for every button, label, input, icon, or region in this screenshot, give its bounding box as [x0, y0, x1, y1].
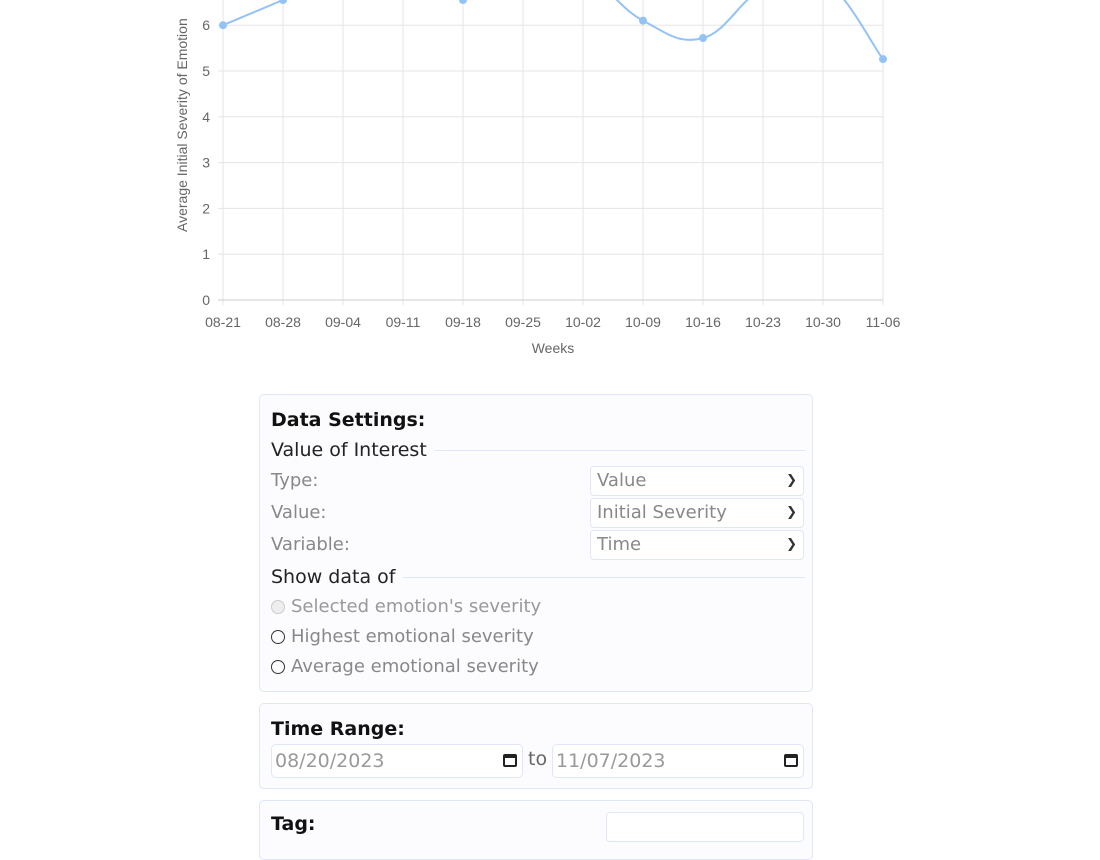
radio-icon [271, 659, 285, 674]
x-tick-label: 11-06 [866, 314, 901, 330]
y-tick-label: 1 [202, 246, 210, 262]
type-select[interactable]: Value ❯ [590, 466, 804, 496]
y-tick-label: 0 [202, 292, 210, 308]
data-settings-panel: Data Settings: Value of Interest Type: V… [259, 394, 813, 692]
x-tick-label: 09-25 [505, 314, 541, 330]
radio-icon [271, 599, 285, 614]
radio-selected-emotion[interactable]: Selected emotion's severity [271, 596, 541, 617]
y-tick-label: 5 [202, 63, 210, 79]
data-point[interactable] [699, 34, 707, 43]
value-select[interactable]: Initial Severity ❯ [590, 498, 804, 528]
tag-panel: Tag: [259, 800, 813, 860]
x-tick-label: 10-09 [625, 314, 661, 330]
data-point[interactable] [459, 0, 467, 5]
x-tick-label: 10-02 [565, 314, 601, 330]
value-value: Initial Severity [597, 502, 727, 523]
x-tick-label: 10-23 [745, 314, 781, 330]
legend-text: Value of Interest [271, 439, 427, 461]
x-tick-label: 08-28 [265, 314, 301, 330]
y-axis-label: Average Initial Severity of Emotion [174, 18, 190, 232]
variable-label: Variable: [271, 534, 350, 555]
x-tick-label: 09-04 [325, 314, 361, 330]
tag-title: Tag: [271, 813, 316, 835]
variable-value: Time [597, 534, 642, 555]
to-date-input[interactable]: 11/07/2023 [552, 744, 804, 778]
time-range-panel: Time Range: 08/20/2023 to 11/07/2023 [259, 703, 813, 789]
data-point[interactable] [639, 16, 647, 25]
x-tick-label: 10-30 [805, 314, 841, 330]
radio-label: Highest emotional severity [291, 626, 534, 647]
from-date-value: 08/20/2023 [275, 750, 385, 772]
type-label: Type: [271, 470, 319, 491]
chevron-down-icon: ❯ [786, 473, 797, 488]
to-date-value: 11/07/2023 [556, 750, 666, 772]
radio-label: Selected emotion's severity [291, 596, 542, 617]
data-point[interactable] [879, 55, 887, 64]
data-point[interactable] [279, 0, 287, 5]
value-label: Value: [271, 502, 327, 523]
radio-icon [271, 629, 285, 644]
legend-text: Show data of [271, 566, 396, 588]
to-label: to [528, 748, 548, 770]
chevron-down-icon: ❯ [786, 505, 797, 520]
radio-average-severity[interactable]: Average emotional severity [271, 656, 539, 677]
x-tick-label: 10-16 [685, 314, 721, 330]
value-of-interest-legend: Value of Interest [271, 439, 805, 461]
from-date-input[interactable]: 08/20/2023 [271, 744, 523, 778]
line-chart: 08-21 08-28 09-04 09-11 09-18 09-25 10-02 10-09… [174, 0, 901, 356]
y-tick-label: 4 [202, 109, 210, 125]
series-line [222, 0, 284, 27]
time-range-title: Time Range: [271, 718, 405, 740]
y-tick-label: 6 [202, 17, 210, 33]
calendar-icon[interactable] [503, 754, 517, 767]
data-point[interactable] [219, 21, 227, 30]
radio-label: Average emotional severity [291, 656, 539, 677]
y-tick-label: 2 [202, 200, 210, 216]
show-data-of-legend: Show data of [271, 566, 805, 588]
series-line [462, 0, 884, 60]
calendar-icon[interactable] [784, 754, 798, 767]
type-value: Value [597, 470, 647, 491]
x-tick-label: 08-21 [205, 314, 241, 330]
x-axis-label: Weeks [532, 340, 575, 356]
tag-select[interactable] [606, 812, 804, 842]
radio-highest-severity[interactable]: Highest emotional severity [271, 626, 534, 647]
variable-select[interactable]: Time ❯ [590, 530, 804, 560]
x-tick-label: 09-11 [386, 314, 421, 330]
y-tick-label: 3 [202, 155, 210, 171]
chevron-down-icon: ❯ [786, 537, 797, 552]
x-tick-label: 09-18 [445, 314, 481, 330]
data-settings-title: Data Settings: [271, 409, 426, 431]
